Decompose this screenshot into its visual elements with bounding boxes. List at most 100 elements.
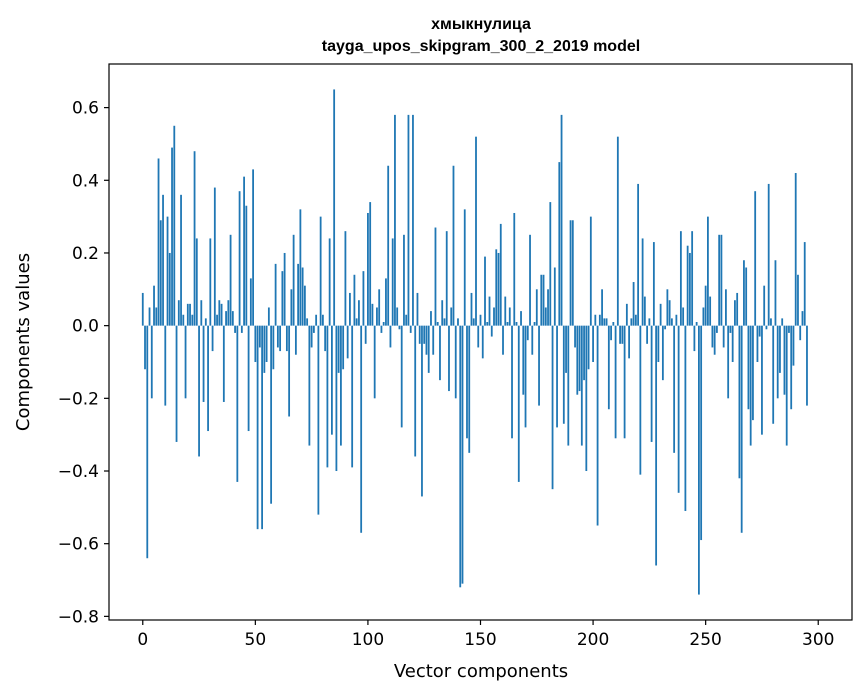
bar-203 xyxy=(598,314,601,326)
bar-234 xyxy=(668,300,671,326)
bar-73 xyxy=(306,318,309,326)
bar-90 xyxy=(344,231,347,326)
bar-248 xyxy=(700,325,703,541)
bar-238 xyxy=(677,325,680,493)
bar-3 xyxy=(148,307,151,326)
bar-269 xyxy=(747,325,750,410)
bar-25 xyxy=(198,325,200,457)
bar-81 xyxy=(324,325,327,352)
bar-198 xyxy=(587,325,590,370)
bar-237 xyxy=(675,314,678,326)
plot-frame xyxy=(108,63,853,621)
bar-15 xyxy=(175,325,178,442)
bar-28 xyxy=(204,318,207,326)
bar-47 xyxy=(247,325,250,432)
x-tick-label: 150 xyxy=(464,630,496,650)
bar-290 xyxy=(794,173,797,326)
bar-220 xyxy=(637,183,640,326)
bar-59 xyxy=(274,263,277,326)
bar-215 xyxy=(625,303,628,326)
bar-19 xyxy=(184,325,187,399)
bar-235 xyxy=(670,318,673,326)
bar-37 xyxy=(225,311,227,326)
bar-121 xyxy=(414,325,417,457)
bar-159 xyxy=(499,223,502,326)
bar-216 xyxy=(628,325,630,359)
x-axis-label: Vector components xyxy=(394,661,568,682)
y-tick-label: 0.2 xyxy=(72,244,99,264)
bar-30 xyxy=(209,238,212,326)
bar-154 xyxy=(488,296,491,326)
bar-174 xyxy=(533,322,536,326)
bar-242 xyxy=(686,245,689,326)
bar-74 xyxy=(308,325,311,446)
bar-101 xyxy=(369,202,372,326)
bar-35 xyxy=(220,303,223,326)
bar-207 xyxy=(607,325,610,410)
bar-257 xyxy=(720,234,723,326)
bar-197 xyxy=(585,325,588,472)
bar-56 xyxy=(267,307,270,326)
bar-151 xyxy=(481,325,484,359)
bar-55 xyxy=(265,325,268,362)
y-tick-label: 0.0 xyxy=(72,317,99,337)
bar-84 xyxy=(331,325,333,435)
bar-261 xyxy=(729,325,732,333)
bar-264 xyxy=(736,292,739,326)
bar-255 xyxy=(716,325,718,333)
bar-170 xyxy=(524,325,527,428)
bar-183 xyxy=(553,267,556,326)
bar-24 xyxy=(195,238,198,326)
bar-123 xyxy=(418,325,421,344)
bar-273 xyxy=(756,325,759,362)
bar-49 xyxy=(252,169,254,326)
bar-57 xyxy=(270,325,273,504)
bar-180 xyxy=(547,289,549,326)
bar-137 xyxy=(450,307,453,326)
bar-38 xyxy=(227,300,230,326)
y-tick-label: −0.6 xyxy=(58,535,99,555)
bar-62 xyxy=(281,271,284,326)
bar-233 xyxy=(666,289,669,326)
bar-110 xyxy=(389,325,392,348)
bar-1 xyxy=(144,325,146,370)
bar-213 xyxy=(621,325,624,344)
bar-192 xyxy=(574,325,576,348)
bar-88 xyxy=(340,325,342,446)
bar-171 xyxy=(526,325,529,341)
bar-91 xyxy=(346,325,349,359)
bar-175 xyxy=(535,289,538,326)
bar-285 xyxy=(783,325,786,395)
bar-23 xyxy=(193,151,196,326)
bar-102 xyxy=(371,303,374,326)
bar-292 xyxy=(799,325,802,341)
bar-172 xyxy=(529,234,531,326)
bar-34 xyxy=(218,300,221,326)
bar-148 xyxy=(475,136,477,326)
bar-77 xyxy=(315,314,318,326)
x-tick-label: 50 xyxy=(245,630,267,650)
bar-253 xyxy=(711,325,714,348)
bar-225 xyxy=(648,318,651,326)
bar-208 xyxy=(610,325,612,341)
bar-152 xyxy=(484,256,486,326)
bar-162 xyxy=(506,322,509,326)
bar-100 xyxy=(367,212,369,326)
bar-115 xyxy=(400,325,403,428)
bar-217 xyxy=(630,318,633,326)
bar-231 xyxy=(661,325,664,381)
bar-118 xyxy=(407,114,410,326)
y-axis-label: Components values xyxy=(13,253,34,431)
bar-136 xyxy=(448,325,450,392)
bar-128 xyxy=(430,311,432,326)
bar-135 xyxy=(445,231,448,326)
bar-75 xyxy=(310,325,313,348)
bar-294 xyxy=(803,242,806,326)
bar-286 xyxy=(785,325,788,446)
x-tick-label: 300 xyxy=(802,630,834,650)
bar-12 xyxy=(168,252,171,326)
bar-282 xyxy=(776,325,779,399)
bar-200 xyxy=(592,325,594,362)
bar-138 xyxy=(452,165,455,326)
bar-109 xyxy=(387,165,390,326)
